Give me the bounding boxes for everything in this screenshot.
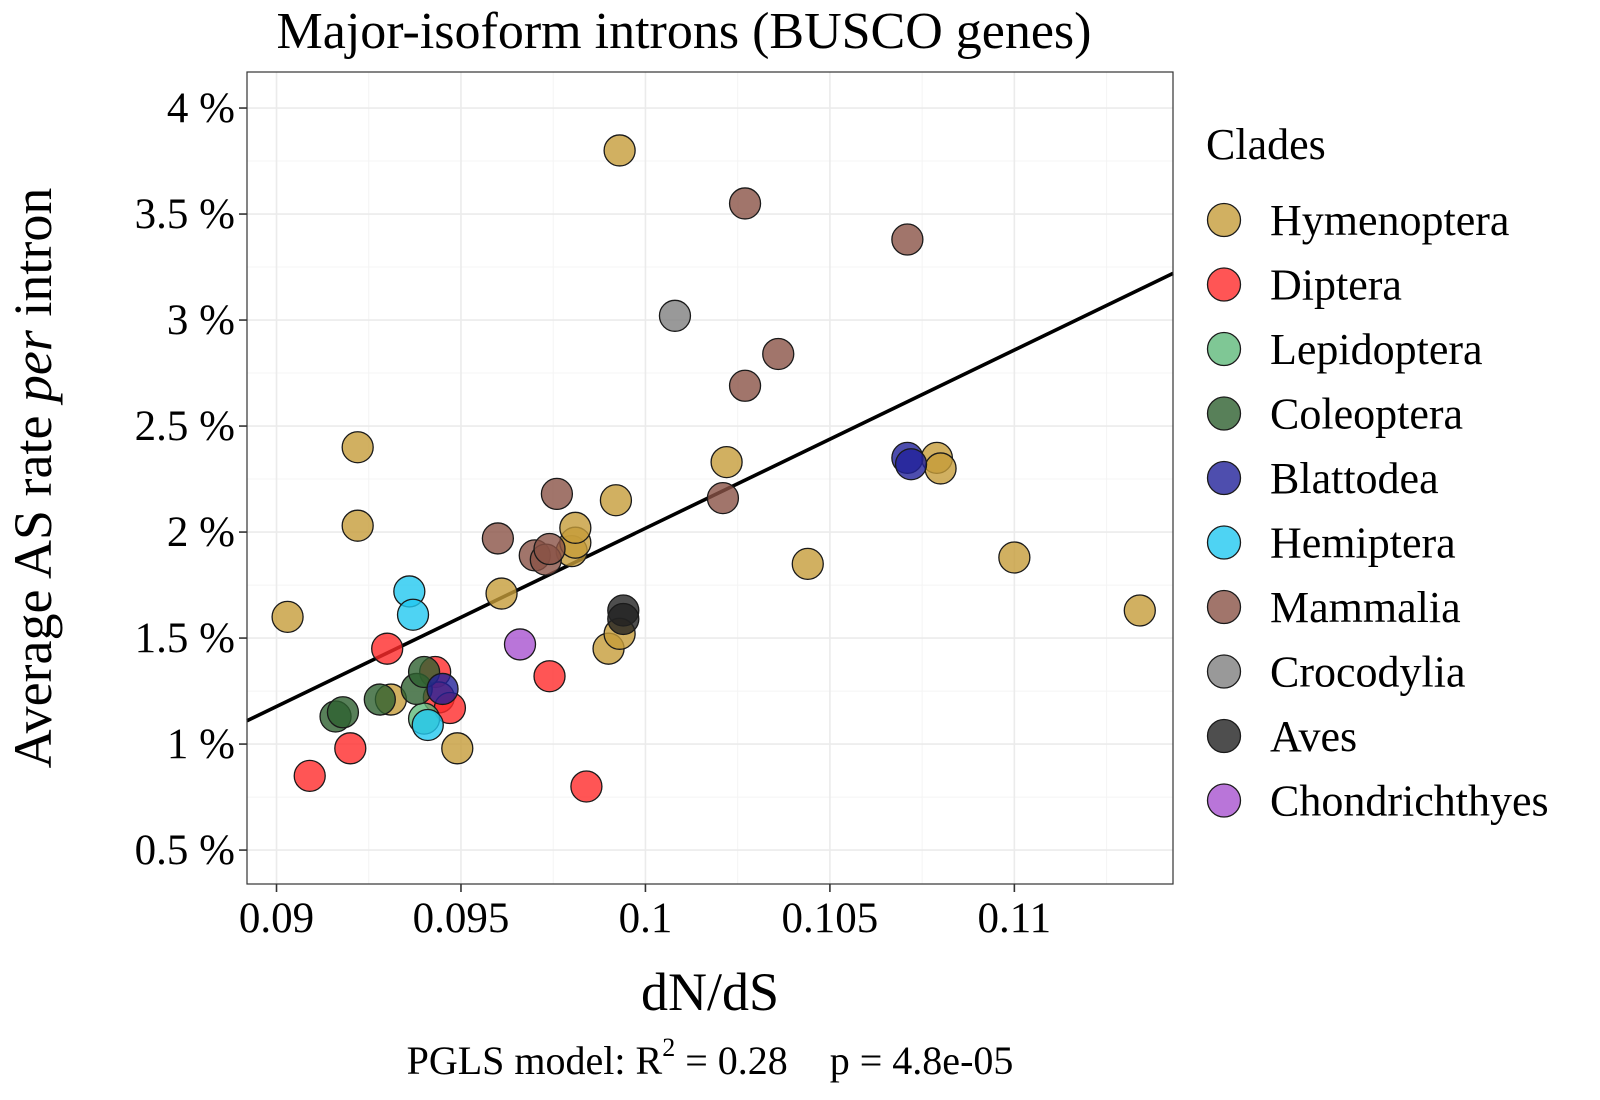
point-hymenoptera bbox=[341, 509, 374, 542]
point-diptera bbox=[334, 732, 367, 765]
point-diptera bbox=[570, 770, 603, 803]
y-tick-label: 1 % bbox=[167, 721, 235, 768]
point-hymenoptera bbox=[924, 452, 957, 485]
caption-superscript: 2 bbox=[662, 1033, 675, 1062]
point-mammalia bbox=[728, 369, 762, 402]
legend-label-lepidoptera: Lepidoptera bbox=[1270, 325, 1483, 374]
point-diptera bbox=[371, 632, 404, 665]
y-tick-label: 3.5 % bbox=[135, 191, 235, 238]
point-hymenoptera bbox=[603, 134, 636, 167]
point-chondrichthyes bbox=[503, 628, 537, 661]
x-tick-label: 0.1 bbox=[619, 895, 673, 942]
point-crocodylia bbox=[658, 299, 692, 332]
legend-label-chondrichthyes: Chondrichthyes bbox=[1270, 777, 1549, 826]
legend-swatch-diptera bbox=[1206, 267, 1242, 302]
legend-swatch-blattodea bbox=[1206, 460, 1242, 496]
point-hymenoptera bbox=[559, 511, 592, 544]
caption-suffix: = 0.28 bbox=[675, 1038, 788, 1083]
point-coleoptera bbox=[363, 683, 396, 716]
point-diptera bbox=[533, 660, 566, 693]
x-tick-label: 0.09 bbox=[239, 895, 314, 942]
point-mammalia bbox=[762, 337, 795, 371]
point-mammalia bbox=[891, 223, 924, 256]
point-mammalia bbox=[540, 477, 574, 511]
legend-swatch-hymenoptera bbox=[1206, 202, 1242, 238]
legend-label-coleoptera: Coleoptera bbox=[1270, 390, 1463, 439]
point-coleoptera bbox=[326, 696, 360, 729]
y-tick-label: 4 % bbox=[167, 85, 235, 132]
plot-panel bbox=[246, 71, 1174, 885]
y-axis-label-part1: Average AS rate bbox=[3, 402, 63, 768]
data-points bbox=[271, 134, 1156, 803]
chart-title: Major-isoform introns (BUSCO genes) bbox=[277, 3, 1092, 60]
legend-label-aves: Aves bbox=[1270, 712, 1357, 761]
axes: 0.09 0.095 0.1 0.105 0.11 0.5 % 1 % 1.5 % 2 % 2.5… bbox=[135, 85, 1052, 942]
legend-swatch-coleoptera bbox=[1206, 396, 1242, 431]
legend-label-diptera: Diptera bbox=[1270, 261, 1402, 310]
point-hymenoptera bbox=[485, 577, 518, 610]
legend-swatch-crocodylia bbox=[1206, 654, 1242, 689]
y-tick-label: 2 % bbox=[167, 509, 235, 556]
legend: Clades Hymenoptera Diptera Lepidoptera Cole… bbox=[1206, 120, 1549, 826]
y-tick-label: 0.5 % bbox=[135, 827, 235, 874]
legend-swatch-aves bbox=[1206, 718, 1242, 754]
point-blattodea bbox=[426, 672, 459, 706]
x-tick-label: 0.11 bbox=[978, 895, 1052, 942]
legend-swatch-mammalia bbox=[1206, 589, 1242, 625]
legend-title: Clades bbox=[1206, 120, 1326, 169]
point-mammalia bbox=[706, 481, 740, 515]
point-hemiptera bbox=[411, 708, 444, 742]
x-tick-label: 0.095 bbox=[413, 895, 510, 942]
point-mammalia bbox=[481, 522, 515, 555]
legend-label-blattodea: Blattodea bbox=[1270, 454, 1439, 503]
legend-label-crocodylia: Crocodylia bbox=[1270, 648, 1466, 697]
y-tick-label: 3 % bbox=[167, 297, 235, 344]
point-hymenoptera bbox=[710, 445, 743, 479]
point-mammalia bbox=[533, 532, 566, 566]
point-mammalia bbox=[728, 187, 762, 220]
point-hymenoptera bbox=[998, 541, 1031, 574]
point-hymenoptera bbox=[791, 547, 824, 581]
plot-grid bbox=[247, 72, 1173, 884]
legend-swatch-lepidoptera bbox=[1206, 331, 1242, 367]
x-axis-label: dN/dS bbox=[641, 962, 779, 1022]
point-hemiptera bbox=[396, 598, 430, 631]
legend-label-mammalia: Mammalia bbox=[1270, 583, 1461, 632]
point-hymenoptera bbox=[341, 431, 374, 464]
point-hymenoptera bbox=[441, 732, 474, 765]
y-axis-label: Average AS rate per intron bbox=[3, 188, 63, 769]
y-axis-label-part3: intron bbox=[3, 188, 63, 331]
point-hymenoptera bbox=[599, 484, 633, 517]
model-caption: PGLS model: R2 = 0.28 p = 4.8e-05 bbox=[407, 1033, 1014, 1083]
y-axis-label-italic: per bbox=[3, 329, 63, 406]
legend-swatch-chondrichthyes bbox=[1206, 783, 1242, 818]
caption-prefix: PGLS model: R bbox=[407, 1038, 663, 1083]
point-hymenoptera bbox=[1123, 594, 1156, 627]
point-aves bbox=[607, 602, 640, 636]
legend-label-hemiptera: Hemiptera bbox=[1270, 519, 1456, 568]
x-tick-label: 0.105 bbox=[782, 895, 879, 942]
y-tick-label: 1.5 % bbox=[135, 615, 235, 662]
legend-label-hymenoptera: Hymenoptera bbox=[1270, 196, 1509, 245]
legend-swatch-hemiptera bbox=[1206, 525, 1242, 560]
caption-pvalue: p = 4.8e-05 bbox=[830, 1038, 1014, 1083]
point-hymenoptera bbox=[271, 600, 304, 634]
y-tick-label: 2.5 % bbox=[135, 403, 235, 450]
point-blattodea bbox=[894, 448, 928, 481]
point-diptera bbox=[293, 759, 326, 793]
